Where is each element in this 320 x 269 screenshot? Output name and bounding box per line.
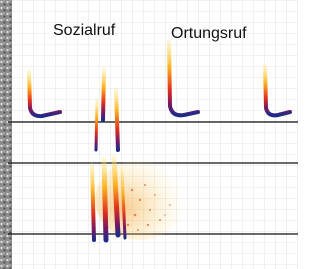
echolocation-call-label: Ortungsruf xyxy=(171,25,247,42)
social-call-label: Sozialruf xyxy=(53,22,116,39)
photo-strip xyxy=(0,0,12,269)
page: Sozialruf Ortungsruf (() => { const data… xyxy=(0,0,298,269)
spectrogram-figure: Sozialruf Ortungsruf xyxy=(0,0,298,269)
